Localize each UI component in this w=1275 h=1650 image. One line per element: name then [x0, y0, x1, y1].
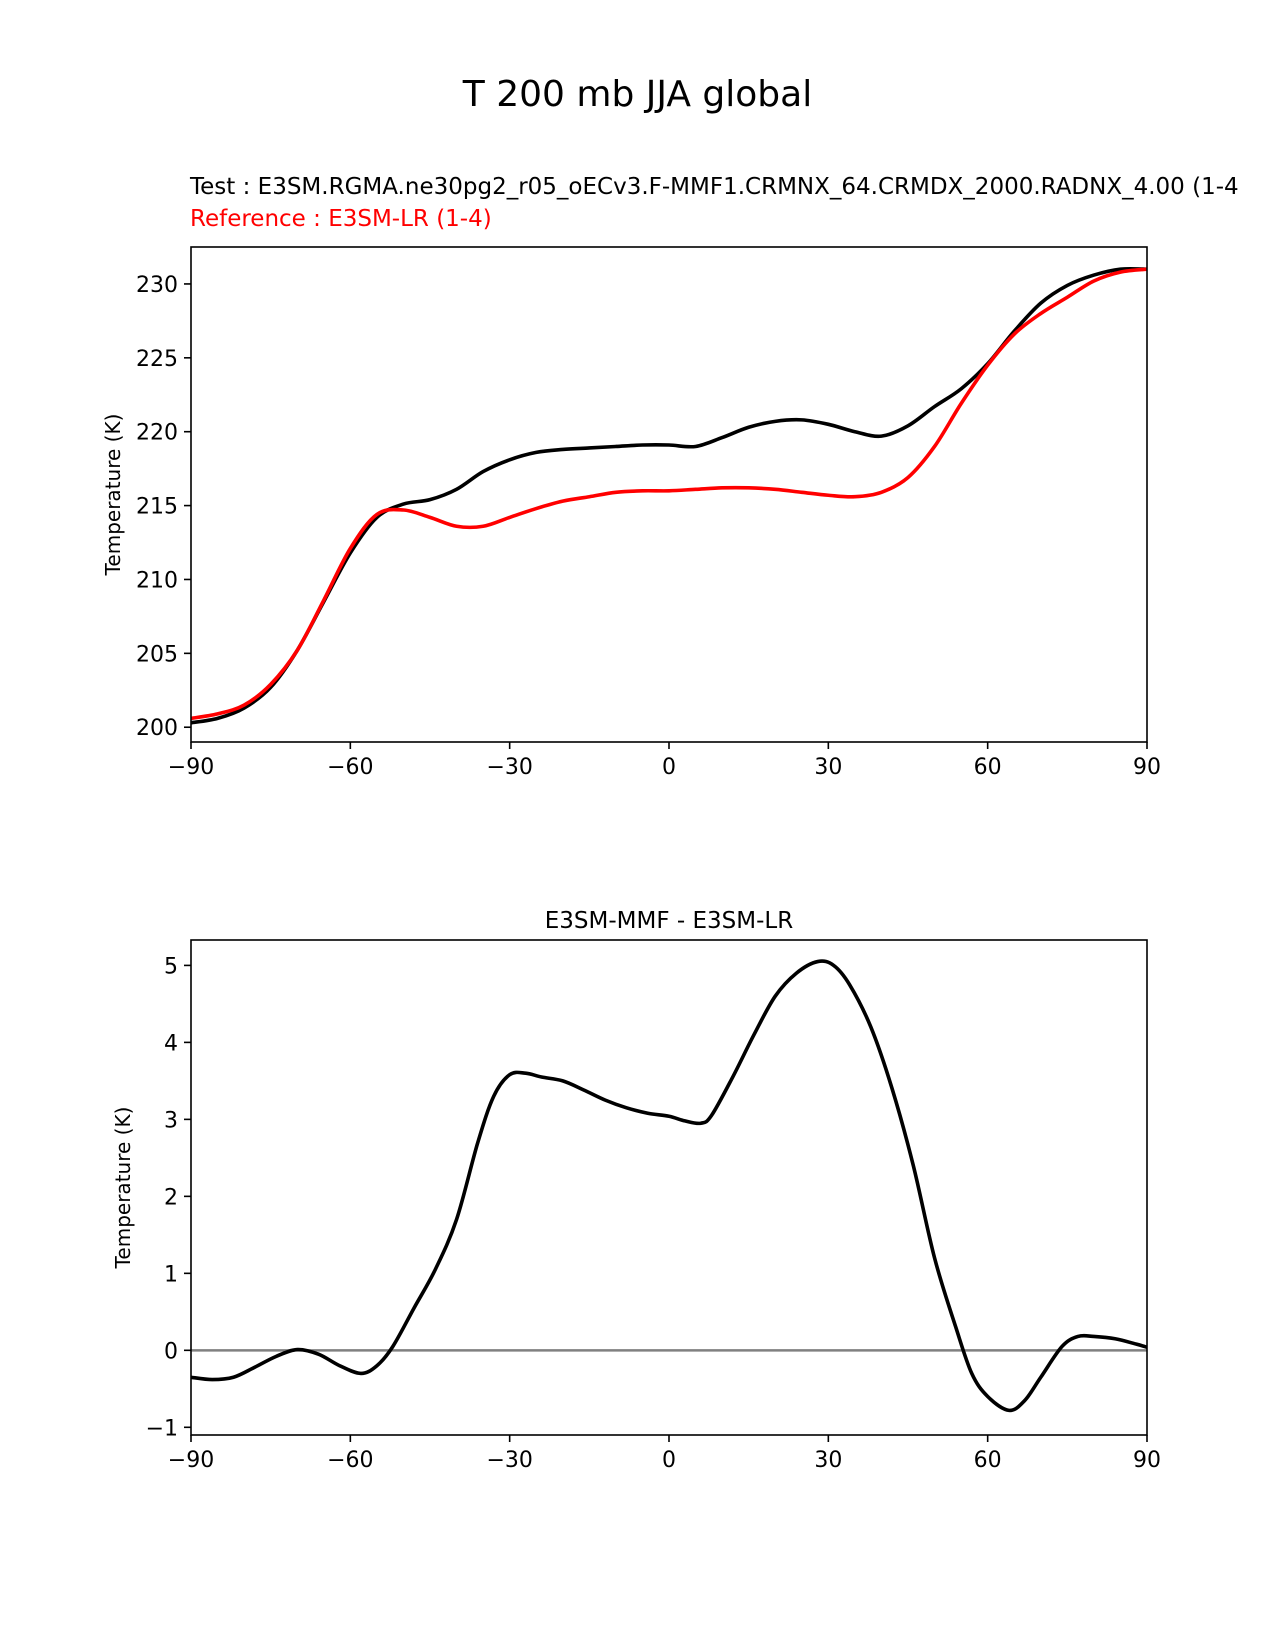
comparison-xtick-label: 30 [814, 755, 842, 780]
difference-ytick-label: 2 [164, 1185, 178, 1210]
comparison-series-group [191, 266, 1147, 725]
difference-series-difference [191, 959, 1147, 1413]
difference-ytick-label: 4 [164, 1031, 178, 1056]
difference-xtick-label: 60 [974, 1448, 1002, 1473]
comparison-xtick-label: −90 [168, 755, 214, 780]
comparison-series-reference [191, 267, 1147, 721]
difference-xtick-label: −30 [486, 1448, 532, 1473]
difference-frame [190, 939, 1148, 1436]
difference-ytick-label: 3 [164, 1108, 178, 1133]
comparison-ytick-label: 205 [136, 642, 178, 667]
difference-series-group [191, 959, 1147, 1413]
difference-xtick-label: 0 [662, 1448, 676, 1473]
reference-label: Reference : E3SM-LR (1-4) [190, 206, 492, 232]
comparison-ytick-label: 230 [136, 273, 178, 298]
comparison-xtick-label: −30 [486, 755, 532, 780]
difference-xtick-label: 90 [1133, 1448, 1161, 1473]
difference-xtick-label: −90 [168, 1448, 214, 1473]
figure-title: T 200 mb JJA global [462, 74, 813, 115]
comparison-frame [190, 246, 1148, 743]
comparison-ytick-label: 200 [136, 716, 178, 741]
difference-xtick-label: −60 [327, 1448, 373, 1473]
comparison-xtick-label: −60 [327, 755, 373, 780]
test-label: Test : E3SM.RGMA.ne30pg2_r05_oECv3.F-MMF… [190, 174, 1239, 200]
difference-ytick-label: 5 [164, 954, 178, 979]
comparison-ytick-label: 225 [136, 347, 178, 372]
comparison-series-test [191, 266, 1147, 725]
difference-chart: −90 −60 −30 0 30 60 90 −1 0 1 2 3 4 5 Temperature (K) E… [111, 908, 1161, 1473]
difference-ytick-label: 1 [164, 1262, 178, 1287]
difference-ytick-label: −1 [146, 1416, 178, 1441]
difference-ytick-label: 0 [164, 1339, 178, 1364]
comparison-xtick-label: 0 [662, 755, 676, 780]
difference-xtick-label: 30 [814, 1448, 842, 1473]
comparison-ylabel: Temperature (K) [101, 414, 125, 577]
difference-ylabel: Temperature (K) [111, 1107, 135, 1270]
comparison-ytick-label: 215 [136, 495, 178, 520]
comparison-chart: −90 −60 −30 0 30 60 90 200 205 210 215 220 225 230 Tem… [101, 246, 1161, 780]
difference-title: E3SM-MMF - E3SM-LR [545, 908, 793, 934]
comparison-ytick-label: 210 [136, 568, 178, 593]
comparison-xtick-label: 60 [974, 755, 1002, 780]
comparison-ytick-label: 220 [136, 421, 178, 446]
comparison-xtick-label: 90 [1133, 755, 1161, 780]
